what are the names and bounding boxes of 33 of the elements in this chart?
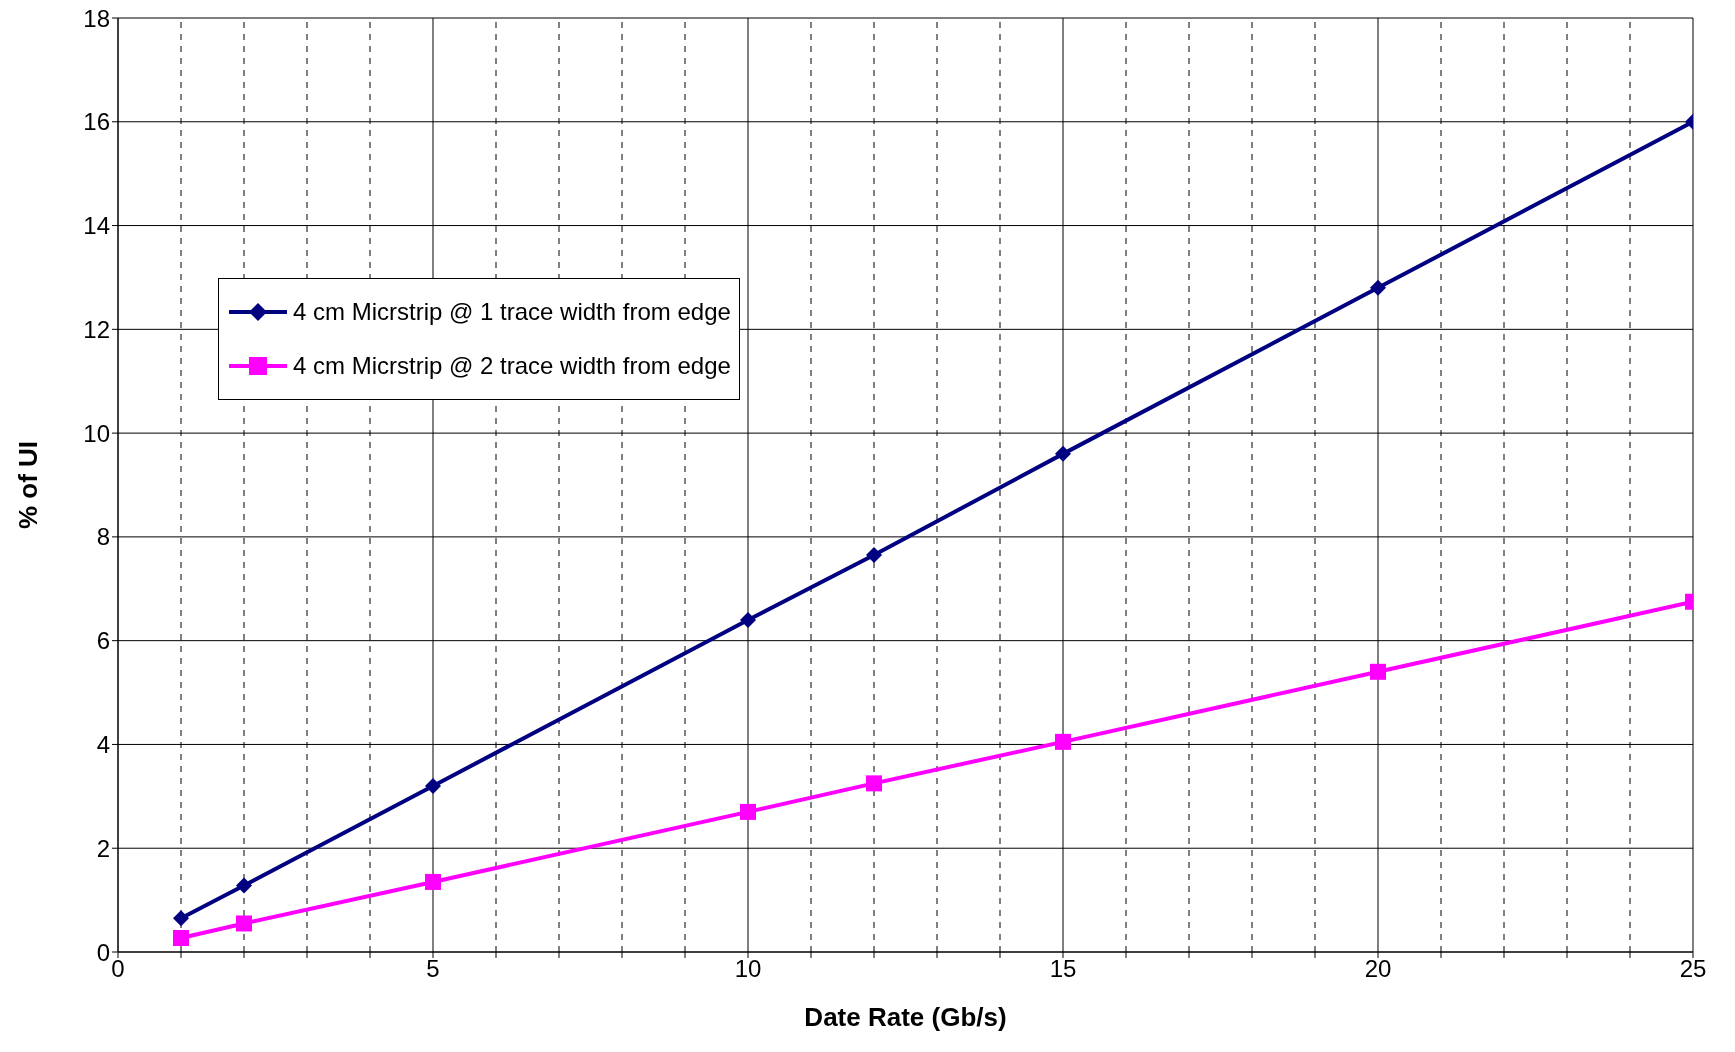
point [236, 915, 252, 932]
point [740, 803, 756, 820]
point [236, 877, 252, 894]
legend-label: 4 cm Micrstrip @ 2 trace width from edge [293, 352, 731, 380]
y-tick-label: 6 [96, 627, 110, 655]
point [1055, 733, 1071, 750]
y-tick-label: 10 [83, 419, 110, 447]
y-tick-label: 4 [96, 730, 110, 758]
point [173, 910, 189, 927]
point [425, 777, 441, 794]
x-axis-title: Date Rate (Gb/s) [804, 1002, 1007, 1032]
y-tick-label: 2 [96, 834, 110, 862]
y-tick-label: 14 [83, 212, 110, 240]
point [425, 873, 441, 890]
point [866, 547, 882, 564]
y-axis-title: % of UI [13, 440, 44, 530]
y-tick-label: 16 [83, 108, 110, 136]
point [1370, 663, 1386, 680]
y-tick-label: 18 [83, 4, 110, 32]
point [1370, 279, 1386, 296]
point [740, 611, 756, 628]
y-tick-label: 0 [96, 938, 110, 966]
x-tick-label: 10 [734, 955, 762, 983]
point [173, 929, 189, 946]
x-tick-label: 20 [1364, 955, 1392, 983]
y-tick-label: 12 [83, 315, 110, 343]
point [866, 775, 882, 792]
x-tick-label: 15 [1049, 955, 1077, 983]
x-tick-label: 25 [1679, 955, 1707, 983]
x-tick-label: 5 [426, 955, 440, 983]
point [1055, 445, 1071, 462]
legend-label: 4 cm Micrstrip @ 1 trace width from edge [293, 298, 731, 326]
y-tick-label: 8 [96, 523, 110, 551]
